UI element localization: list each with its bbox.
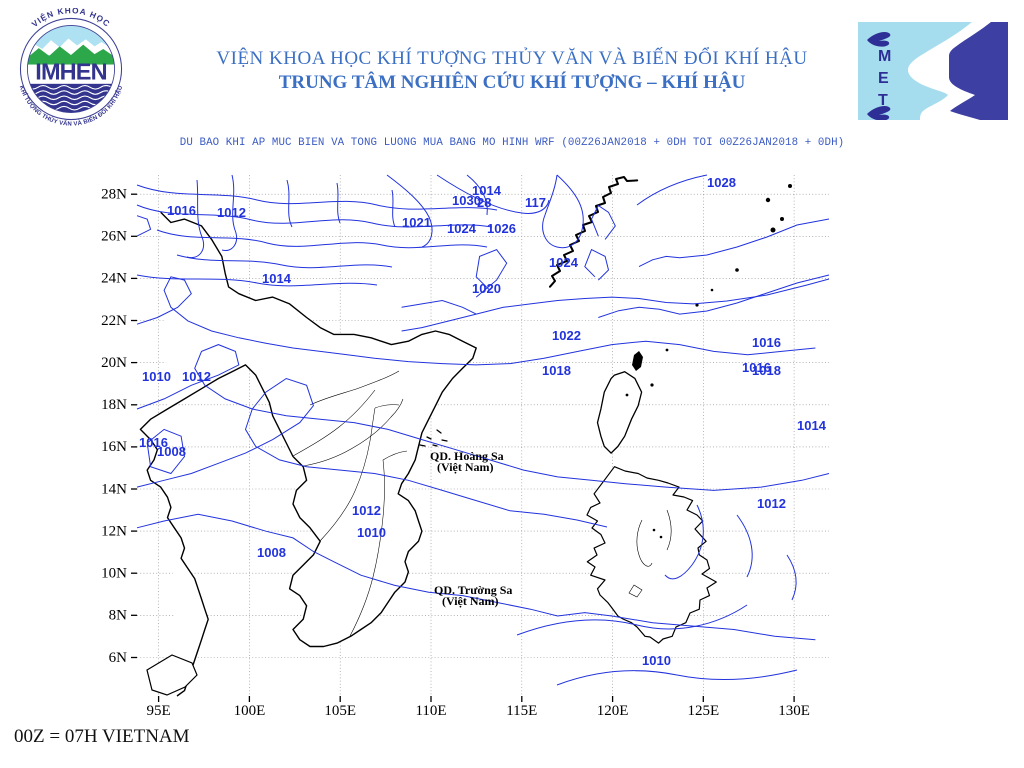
svg-text:1016: 1016 [752, 335, 781, 350]
svg-text:(Việt Nam): (Việt Nam) [442, 594, 499, 608]
svg-text:1010: 1010 [357, 525, 386, 540]
svg-text:1012: 1012 [217, 205, 246, 220]
svg-text:1028: 1028 [707, 175, 736, 190]
svg-text:18N: 18N [101, 397, 127, 413]
svg-text:1010: 1010 [642, 653, 671, 668]
svg-text:12N: 12N [101, 523, 127, 539]
svg-text:16N: 16N [101, 439, 127, 455]
svg-text:1020: 1020 [472, 281, 501, 296]
svg-text:1026: 1026 [487, 221, 516, 236]
svg-text:22N: 22N [101, 313, 127, 329]
svg-text:1012: 1012 [182, 369, 211, 384]
svg-text:1014: 1014 [797, 418, 827, 433]
svg-text:1014: 1014 [262, 271, 292, 286]
svg-text:10N: 10N [101, 566, 127, 582]
svg-text:14N: 14N [101, 481, 127, 497]
svg-text:1024: 1024 [549, 255, 579, 270]
svg-text:105E: 105E [324, 703, 356, 719]
svg-text:24N: 24N [101, 271, 127, 287]
svg-text:120E: 120E [597, 703, 629, 719]
svg-text:8N: 8N [109, 608, 128, 624]
svg-text:28N: 28N [101, 187, 127, 203]
svg-text:1012: 1012 [352, 503, 381, 518]
svg-text:26N: 26N [101, 229, 127, 245]
svg-text:1016: 1016 [167, 203, 196, 218]
svg-text:115E: 115E [506, 703, 537, 719]
svg-text:100E: 100E [234, 703, 266, 719]
svg-text:130E: 130E [778, 703, 810, 719]
svg-text:28: 28 [477, 195, 491, 210]
svg-text:1008: 1008 [257, 545, 286, 560]
svg-text:20N: 20N [101, 355, 127, 371]
svg-text:1018: 1018 [542, 363, 571, 378]
svg-text:125E: 125E [687, 703, 719, 719]
svg-text:1010: 1010 [142, 369, 171, 384]
svg-text:(Việt Nam): (Việt Nam) [437, 460, 494, 474]
svg-text:110E: 110E [415, 703, 446, 719]
svg-text:1008: 1008 [157, 444, 186, 459]
svg-text:95E: 95E [147, 703, 171, 719]
svg-text:1022: 1022 [552, 328, 581, 343]
svg-text:117: 117 [525, 195, 546, 210]
svg-text:1012: 1012 [757, 496, 786, 511]
svg-text:1018: 1018 [752, 363, 781, 378]
svg-text:1024: 1024 [447, 221, 477, 236]
svg-text:1021: 1021 [402, 215, 431, 230]
svg-text:6N: 6N [109, 650, 128, 666]
